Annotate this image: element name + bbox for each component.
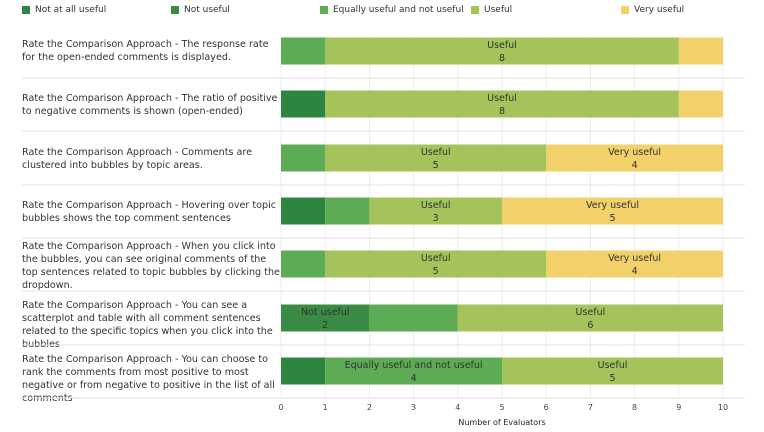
segment-value-label: 4 bbox=[632, 160, 638, 171]
segment-category-label: Useful bbox=[421, 200, 451, 211]
segment-value-label: 8 bbox=[499, 53, 505, 64]
legend-swatch bbox=[621, 6, 629, 14]
segment-value-label: 5 bbox=[433, 266, 439, 277]
segment-category-label: Very useful bbox=[608, 253, 661, 264]
row-label-2: Rate the Comparison Approach - The ratio… bbox=[22, 93, 278, 117]
row-label-3: Rate the Comparison Approach - Comments … bbox=[22, 147, 253, 171]
x-tick-label: 2 bbox=[367, 403, 372, 412]
legend-swatch bbox=[320, 6, 328, 14]
x-tick-label: 4 bbox=[455, 403, 460, 412]
bar-segment bbox=[457, 304, 723, 332]
legend-label: Not at all useful bbox=[35, 5, 107, 15]
bar-segment bbox=[281, 304, 370, 332]
legend-item-not-at-all-useful: Not at all useful bbox=[22, 5, 106, 15]
legend-item-useful: Useful bbox=[471, 5, 512, 15]
segment-category-label: Useful bbox=[421, 147, 451, 158]
x-axis-title: Number of Evaluators bbox=[458, 418, 545, 427]
segment-category-label: Useful bbox=[598, 360, 628, 371]
segment-category-label: Very useful bbox=[608, 147, 661, 158]
bar-segment bbox=[502, 197, 723, 225]
bar-segment bbox=[502, 357, 723, 385]
row-label-4: Rate the Comparison Approach - Hovering … bbox=[22, 200, 277, 224]
segment-value-label: 8 bbox=[499, 106, 505, 117]
legend-swatch bbox=[471, 6, 479, 14]
x-tick-label: 10 bbox=[718, 403, 728, 412]
legend-swatch bbox=[171, 6, 179, 14]
segment-value-label: 2 bbox=[322, 320, 328, 331]
row-labels: Rate the Comparison Approach - The respo… bbox=[0, 0, 280, 432]
bar-segment bbox=[325, 357, 502, 385]
bar-segment bbox=[281, 90, 326, 118]
row-label-1: Rate the Comparison Approach - The respo… bbox=[22, 39, 269, 63]
legend-swatch bbox=[22, 6, 30, 14]
segment-value-label: 4 bbox=[632, 266, 638, 277]
segment-value-label: 4 bbox=[411, 373, 417, 384]
bar-segment bbox=[325, 250, 547, 278]
row-label-5: Rate the Comparison Approach - When you … bbox=[22, 241, 280, 291]
chart-legend: Not at all useful Not useful Equally use… bbox=[0, 0, 764, 22]
x-tick-label: 0 bbox=[278, 403, 283, 412]
bar-segment bbox=[325, 37, 679, 65]
bar-segment bbox=[325, 197, 370, 225]
bar-segment bbox=[678, 37, 723, 65]
x-tick-label: 9 bbox=[676, 403, 681, 412]
bar-segment bbox=[546, 250, 723, 278]
segment-value-label: 5 bbox=[433, 160, 439, 171]
segment-category-label: Useful bbox=[576, 307, 606, 318]
x-tick-label: 3 bbox=[411, 403, 416, 412]
legend-label: Not useful bbox=[184, 5, 230, 15]
bar-segment bbox=[369, 304, 458, 332]
segment-category-label: Very useful bbox=[586, 200, 639, 211]
segment-category-label: Useful bbox=[487, 40, 517, 51]
bar-segment bbox=[678, 90, 723, 118]
bar-segment bbox=[325, 90, 679, 118]
legend-label: Very useful bbox=[634, 5, 685, 15]
bar-segment bbox=[546, 144, 723, 172]
segment-value-label: 3 bbox=[433, 213, 439, 224]
bar-segment bbox=[281, 250, 326, 278]
x-tick-label: 1 bbox=[323, 403, 328, 412]
x-tick-label: 7 bbox=[588, 403, 593, 412]
segment-category-label: Not useful bbox=[301, 307, 349, 318]
bar-segment bbox=[281, 197, 326, 225]
legend-item-very-useful: Very useful bbox=[621, 5, 684, 15]
segment-value-label: 5 bbox=[609, 213, 615, 224]
bar-segment bbox=[325, 144, 547, 172]
bar-segment bbox=[369, 197, 502, 225]
segment-category-label: Equally useful and not useful bbox=[345, 360, 483, 371]
bar-segment bbox=[281, 37, 326, 65]
legend-label: Useful bbox=[484, 5, 513, 15]
bar-segment bbox=[281, 144, 326, 172]
legend-label: Equally useful and not useful bbox=[333, 5, 464, 15]
legend-item-not-useful: Not useful bbox=[171, 5, 230, 15]
x-tick-label: 8 bbox=[632, 403, 637, 412]
bar-segment bbox=[281, 357, 326, 385]
x-tick-label: 5 bbox=[499, 403, 504, 412]
x-tick-label: 6 bbox=[544, 403, 549, 412]
segment-value-label: 5 bbox=[609, 373, 615, 384]
segment-category-label: Useful bbox=[487, 93, 517, 104]
segment-value-label: 6 bbox=[587, 320, 593, 331]
segment-category-label: Useful bbox=[421, 253, 451, 264]
legend-item-equally-useful: Equally useful and not useful bbox=[320, 5, 464, 15]
